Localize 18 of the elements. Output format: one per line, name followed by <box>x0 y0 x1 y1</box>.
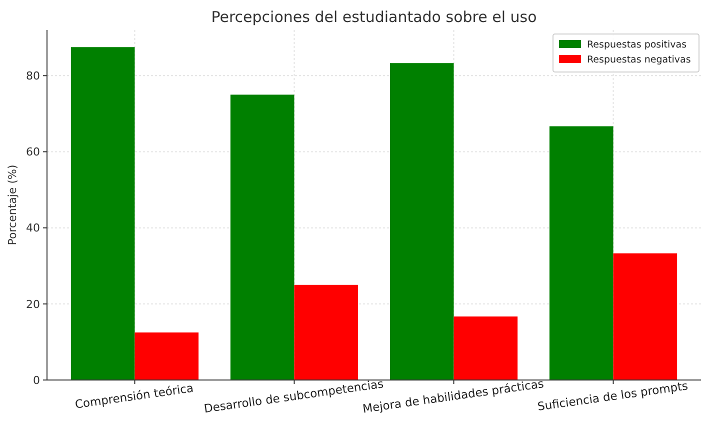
bar <box>549 126 614 380</box>
y-axis-title: Porcentaje (%) <box>6 164 19 246</box>
bar <box>454 316 518 380</box>
legend-label: Respuestas negativas <box>587 54 691 66</box>
bar <box>294 284 358 380</box>
y-tick-label: 80 <box>26 70 40 82</box>
bar <box>230 94 294 380</box>
legend-label: Respuestas positivas <box>587 39 687 50</box>
bar <box>134 332 199 380</box>
bar <box>70 47 135 380</box>
y-tick-label: 40 <box>26 222 40 235</box>
y-tick-label: 20 <box>26 298 40 311</box>
bar <box>390 63 454 380</box>
y-tick-label: 0 <box>33 374 40 387</box>
x-tick-label: Comprensión teórica <box>74 380 194 412</box>
y-tick-label: 60 <box>26 146 40 159</box>
bar <box>613 253 678 380</box>
chart-title: Percepciones del estudiantado sobre el uso <box>211 8 537 26</box>
